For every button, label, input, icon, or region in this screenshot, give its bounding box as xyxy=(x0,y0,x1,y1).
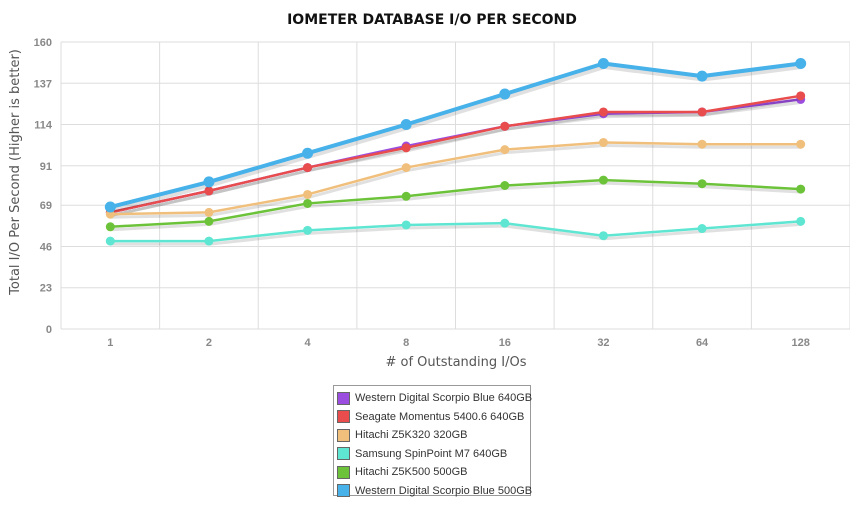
series-shadow xyxy=(110,97,802,217)
data-point xyxy=(401,143,411,153)
y-tick-label: 0 xyxy=(46,324,52,336)
data-point xyxy=(401,163,411,173)
x-tick-label: 32 xyxy=(597,337,609,349)
series-group xyxy=(105,175,806,232)
x-tick-label: 128 xyxy=(792,337,810,349)
y-axis-ticks: 0 23 46 69 91 114 137 160 xyxy=(34,37,53,336)
series-shadow xyxy=(111,143,802,219)
data-point xyxy=(203,176,215,188)
legend-label: Hitachi Z5K500 500GB xyxy=(355,466,468,479)
legend-swatch xyxy=(337,447,350,461)
legend-item: Hitachi Z5K320 320GB xyxy=(337,426,527,445)
series-line xyxy=(109,61,801,209)
data-point xyxy=(401,220,411,230)
data-point xyxy=(796,139,806,149)
data-point xyxy=(500,145,510,155)
data-point xyxy=(303,198,313,208)
data-point xyxy=(400,119,412,131)
data-point xyxy=(104,201,116,213)
y-axis-title: Total I/O Per Second (Higher is better) xyxy=(8,49,23,296)
series-shadow xyxy=(111,181,802,232)
legend-label: Samsung SpinPoint M7 640GB xyxy=(355,447,508,460)
x-axis-title: # of Outstanding I/Os xyxy=(385,355,526,370)
data-point xyxy=(500,121,510,131)
series-shadow xyxy=(110,100,802,217)
legend-label: Western Digital Scorpio Blue 640GB xyxy=(355,392,533,405)
x-tick-label: 16 xyxy=(499,337,511,349)
grid xyxy=(60,41,850,330)
x-axis-ticks: 1 2 4 8 16 32 64 128 xyxy=(107,337,810,349)
legend-item: Western Digital Scorpio Blue 500GB xyxy=(337,482,532,501)
chart-title: IOMETER DATABASE I/O PER SECOND xyxy=(287,12,577,28)
data-point xyxy=(795,58,807,70)
data-point xyxy=(598,107,608,117)
data-point xyxy=(499,88,511,100)
data-point xyxy=(500,218,510,228)
legend-swatch xyxy=(337,410,350,424)
data-point xyxy=(697,139,707,149)
x-tick-label: 4 xyxy=(305,337,312,349)
data-point xyxy=(303,225,313,235)
data-point xyxy=(598,175,608,185)
legend-label: Western Digital Scorpio Blue 500GB xyxy=(355,484,533,497)
x-tick-label: 8 xyxy=(403,337,409,349)
series-line xyxy=(110,220,801,243)
data-point xyxy=(697,107,707,117)
data-point xyxy=(303,189,313,199)
y-tick-label: 69 xyxy=(40,200,52,212)
legend-swatch xyxy=(337,428,350,442)
data-point xyxy=(598,231,608,241)
data-point xyxy=(105,236,115,246)
series-line xyxy=(110,141,801,216)
y-tick-label: 160 xyxy=(34,37,52,49)
data-point xyxy=(697,179,707,189)
legend-item: Samsung SpinPoint M7 640GB xyxy=(337,445,527,464)
series-line xyxy=(110,178,801,229)
data-point xyxy=(796,91,806,101)
data-point xyxy=(105,222,115,232)
legend: Western Digital Scorpio Blue 640GB Seagat… xyxy=(333,385,532,498)
data-point xyxy=(204,236,214,246)
series-lines xyxy=(104,58,807,246)
series-line xyxy=(110,94,801,214)
x-tick-label: 1 xyxy=(107,337,113,349)
y-tick-label: 23 xyxy=(40,283,52,295)
y-tick-label: 91 xyxy=(40,161,52,173)
series-group xyxy=(104,58,807,213)
data-point xyxy=(697,224,707,234)
legend-item: Hitachi Z5K500 500GB xyxy=(337,463,527,482)
legend-swatch xyxy=(337,484,350,498)
legend-item: Seagate Momentus 5400.6 640GB xyxy=(337,408,527,427)
x-tick-label: 64 xyxy=(696,337,709,349)
data-point xyxy=(796,184,806,194)
data-point xyxy=(204,207,214,217)
data-point xyxy=(598,137,608,147)
legend-item: Western Digital Scorpio Blue 640GB xyxy=(337,389,532,408)
series-shadow xyxy=(111,222,802,246)
series-shadow xyxy=(110,64,803,213)
data-point xyxy=(303,163,313,173)
series-group xyxy=(105,216,806,246)
data-point xyxy=(796,216,806,226)
legend-swatch xyxy=(337,465,350,479)
data-point xyxy=(302,147,314,159)
data-point xyxy=(500,181,510,190)
legend-swatch xyxy=(337,391,350,405)
legend-label: Seagate Momentus 5400.6 640GB xyxy=(355,410,525,423)
legend-label: Hitachi Z5K320 320GB xyxy=(355,429,468,442)
data-point xyxy=(204,216,214,226)
x-tick-label: 2 xyxy=(206,337,212,349)
y-tick-label: 114 xyxy=(34,120,53,132)
data-point xyxy=(597,58,609,70)
data-point xyxy=(204,186,214,196)
data-point xyxy=(696,70,708,82)
y-tick-label: 46 xyxy=(40,241,52,253)
data-point xyxy=(401,191,411,201)
y-tick-label: 137 xyxy=(34,78,52,90)
series-group xyxy=(105,137,806,219)
